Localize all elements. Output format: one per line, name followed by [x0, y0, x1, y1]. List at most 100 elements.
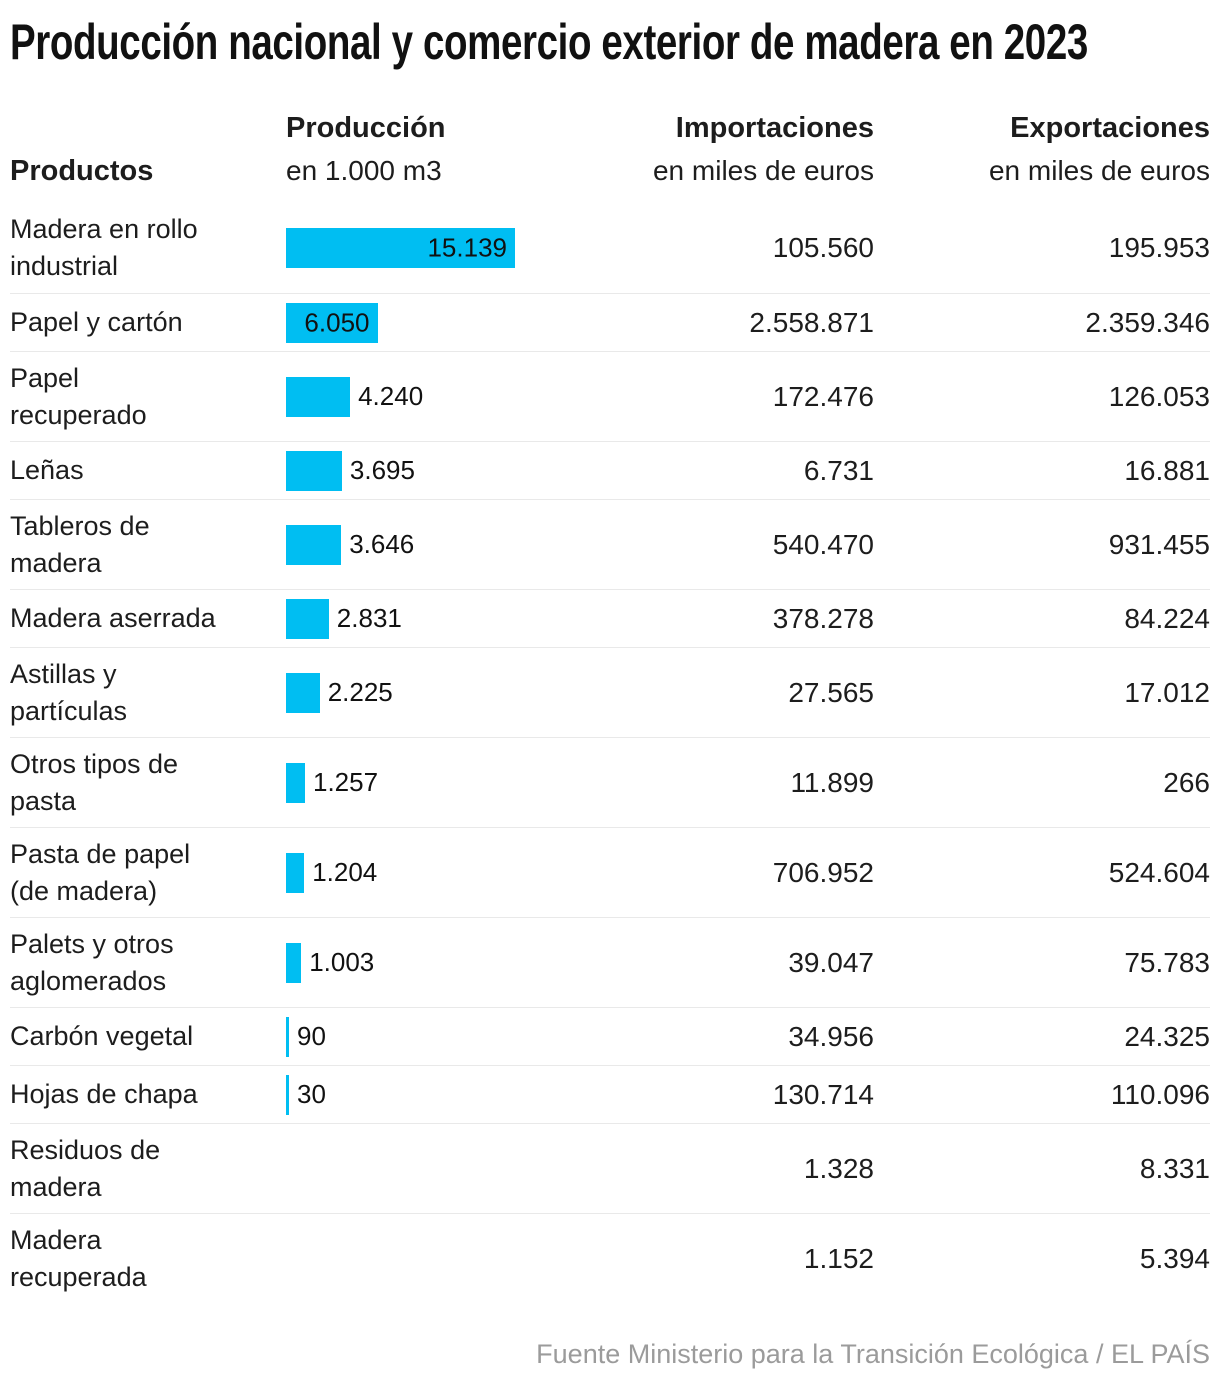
production-bar-cell: 3.695: [286, 450, 586, 491]
product-name: Tableros de madera: [10, 508, 286, 582]
column-header-products: Productos: [10, 155, 154, 187]
product-name-line: partículas: [10, 695, 128, 726]
production-header-unit: en 1.000 m3: [286, 155, 442, 186]
exports-header-label: Exportaciones: [1010, 112, 1210, 144]
product-name-line: Hojas de chapa: [10, 1079, 198, 1109]
product-name: Carbón vegetal: [10, 1018, 286, 1055]
production-bar: [286, 672, 320, 713]
exports-value: 16.881: [1124, 454, 1210, 486]
exports-value: 524.604: [1108, 856, 1210, 888]
production-bar-cell: 2.225: [286, 672, 586, 713]
product-name: Astillas y partículas: [10, 656, 286, 730]
table-row: Carbón vegetal 90 34.956 24.325: [10, 1007, 1210, 1065]
imports-value: 6.731: [803, 454, 874, 486]
production-value: 4.240: [358, 381, 424, 411]
exports-value: 8.331: [1139, 1152, 1210, 1184]
exports-value: 5.394: [1139, 1242, 1210, 1274]
production-bar: [286, 1016, 289, 1057]
table-row: Astillas y partículas 2.225 27.565 17.012: [10, 647, 1210, 737]
product-name-line: Carbón vegetal: [10, 1021, 194, 1051]
column-header-exports: Exportaciones en miles de euros: [874, 110, 1210, 189]
production-bar-cell: 6.050: [286, 302, 586, 343]
production-bar: 15.139: [286, 228, 515, 268]
product-name-line: Papel: [10, 362, 80, 393]
production-value: 90: [297, 1021, 326, 1051]
production-bar: [286, 376, 351, 417]
product-name-line: recuperado: [10, 399, 147, 430]
product-name-line: Pasta de papel: [10, 838, 191, 869]
production-bar-cell: 2.831: [286, 598, 586, 639]
table-header: Productos Producción en 1.000 m3 Importa…: [10, 110, 1210, 203]
product-name-line: Leñas: [10, 455, 84, 485]
imports-value: 27.565: [788, 676, 874, 708]
production-bar: [286, 942, 302, 983]
imports-header-unit: en miles de euros: [652, 155, 874, 186]
production-bar-cell: 15.139: [286, 228, 586, 268]
production-value: 1.204: [312, 857, 378, 887]
product-name: Otros tipos de pasta: [10, 746, 286, 820]
product-name-line: Madera en rollo: [10, 214, 198, 244]
product-name: Palets y otros aglomerados: [10, 926, 286, 1000]
table-row: Hojas de chapa 30 130.714 110.096: [10, 1065, 1210, 1123]
production-value: 2.831: [336, 603, 402, 633]
exports-value: 2.359.346: [1085, 306, 1210, 338]
production-value: 3.646: [349, 529, 415, 559]
production-bar-cell: 1.257: [286, 762, 586, 803]
table-row: Pasta de papel (de madera) 1.204 706.952 524…: [10, 827, 1210, 917]
product-name-line: madera: [10, 547, 102, 578]
product-name-line: industrial: [10, 251, 119, 281]
production-value: 6.050: [304, 307, 370, 337]
production-bar-cell: 30: [286, 1074, 586, 1115]
table-row: Palets y otros aglomerados 1.003 39.047 75.7…: [10, 917, 1210, 1007]
production-value: 1.003: [309, 947, 375, 977]
product-name-line: Residuos de: [10, 1134, 161, 1165]
production-bar-cell: 1.204: [286, 852, 586, 893]
imports-value: 1.152: [803, 1242, 874, 1274]
exports-value: 24.325: [1124, 1020, 1210, 1052]
product-name-line: Papel y cartón: [10, 307, 183, 337]
production-bar-cell: 1.003: [286, 942, 586, 983]
product-name: Papel y cartón: [10, 304, 286, 341]
imports-value: 706.952: [772, 856, 874, 888]
product-name-line: Palets y otros: [10, 928, 174, 959]
production-bar: [286, 598, 329, 639]
imports-header-label: Importaciones: [675, 112, 874, 144]
product-name-line: pasta: [10, 785, 77, 816]
imports-value: 39.047: [788, 946, 874, 978]
table-row: Papel recuperado 4.240 172.476 126.053: [10, 351, 1210, 441]
table-body: Madera en rollo industrial 15.139 105.560 19…: [10, 203, 1210, 1303]
column-header-imports: Importaciones en miles de euros: [586, 110, 874, 189]
product-name: Hojas de chapa: [10, 1076, 286, 1113]
column-header-production: Producción en 1.000 m3: [286, 110, 586, 189]
production-bar-cell: 90: [286, 1016, 586, 1057]
production-bar: 6.050: [286, 302, 378, 343]
product-name-line: Madera aserrada: [10, 603, 216, 633]
product-name-line: (de madera): [10, 875, 158, 906]
imports-value: 378.278: [772, 602, 874, 634]
imports-value: 105.560: [772, 232, 874, 263]
table-row: Madera aserrada 2.831 378.278 84.224: [10, 589, 1210, 647]
production-bar: [286, 852, 305, 893]
production-bar-cell: 4.240: [286, 376, 586, 417]
product-name: Madera en rollo industrial: [10, 211, 286, 285]
product-name-line: Tableros de: [10, 510, 150, 541]
imports-value: 172.476: [772, 380, 874, 412]
page-title: Producción nacional y comercio exterior …: [10, 14, 1088, 70]
production-bar-cell: 3.646: [286, 524, 586, 565]
exports-value: 195.953: [1108, 232, 1210, 263]
product-name: Madera recuperada: [10, 1222, 286, 1296]
table-row: Otros tipos de pasta 1.257 11.899 266: [10, 737, 1210, 827]
production-bar: [286, 762, 305, 803]
product-name-line: madera: [10, 1171, 102, 1202]
imports-value: 2.558.871: [749, 306, 874, 338]
production-value: 2.225: [327, 677, 393, 707]
exports-value: 110.096: [1110, 1078, 1210, 1110]
imports-value: 130.714: [772, 1078, 874, 1110]
exports-value: 84.224: [1124, 602, 1210, 634]
table-row: Madera recuperada 1.152 5.394: [10, 1213, 1210, 1303]
exports-value: 266: [1163, 766, 1210, 798]
production-bar: [286, 1074, 289, 1115]
table-row: Madera en rollo industrial 15.139 105.560 19…: [10, 203, 1210, 293]
imports-value: 34.956: [788, 1020, 874, 1052]
